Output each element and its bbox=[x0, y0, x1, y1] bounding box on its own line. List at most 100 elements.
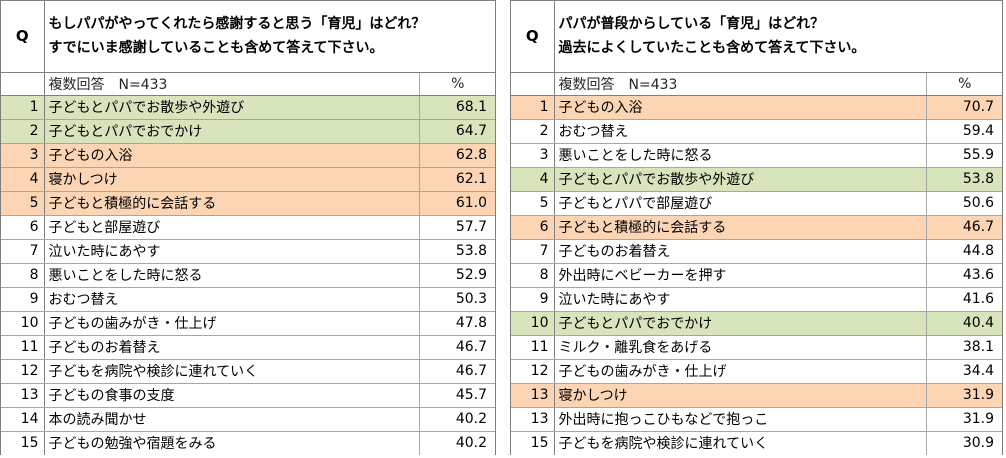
value-cell: 38.1 bbox=[926, 335, 1002, 360]
item-cell: 子どもと積極的に会話する bbox=[44, 191, 420, 216]
table-row: 12 子どもの歯みがき・仕上げ 34.4 bbox=[511, 359, 1002, 384]
item-cell: 泣いた時にあやす bbox=[44, 239, 420, 264]
table-row: 4 寝かしつけ 62.1 bbox=[1, 167, 495, 192]
item-cell: 子どもとパパで部屋遊び bbox=[554, 191, 927, 216]
item-cell: 寝かしつけ bbox=[554, 383, 927, 408]
table-row: 8 悪いことをした時に怒る 52.9 bbox=[1, 263, 495, 288]
rank-cell: 15 bbox=[1, 431, 45, 455]
rank-cell: 5 bbox=[1, 191, 45, 216]
rank-cell: 9 bbox=[1, 287, 45, 312]
table-row: 7 子どものお着替え 44.8 bbox=[511, 239, 1002, 264]
item-cell: 寝かしつけ bbox=[44, 167, 420, 192]
subheader-label: 複数回答 N=433 bbox=[44, 72, 420, 96]
item-cell: ミルク・離乳食をあげる bbox=[554, 335, 927, 360]
item-cell: 本の読み聞かせ bbox=[44, 407, 420, 432]
rank-cell: 6 bbox=[1, 215, 45, 240]
item-cell: 子どもと部屋遊び bbox=[44, 215, 420, 240]
rank-cell: 13 bbox=[511, 383, 555, 408]
table-row: 7 泣いた時にあやす 53.8 bbox=[1, 239, 495, 264]
item-cell: 子どもの勉強や宿題をみる bbox=[48, 436, 217, 453]
table-row: 5 子どもとパパで部屋遊び 50.6 bbox=[511, 191, 1002, 216]
rank-cell: 8 bbox=[511, 263, 555, 288]
item-cell: おむつ替え bbox=[554, 119, 927, 144]
value-cell: 50.6 bbox=[926, 191, 1002, 216]
value-cell: 45.7 bbox=[419, 383, 495, 408]
rank-cell: 4 bbox=[1, 167, 45, 192]
item-cell: 悪いことをした時に怒る bbox=[554, 143, 927, 168]
subheader-spacer bbox=[1, 72, 45, 96]
item-cell: 子どもとパパでおでかけ bbox=[44, 119, 420, 144]
q-label: Q bbox=[1, 1, 45, 73]
value-cell: 40.4 bbox=[926, 311, 1002, 336]
rank-cell: 11 bbox=[1, 335, 45, 360]
value-cell: 68.1 bbox=[419, 95, 495, 120]
rank-cell: 15 bbox=[511, 431, 555, 455]
item-cell: 外出時に抱っこひもなどで抱っこ bbox=[554, 407, 927, 432]
value-cell: 31.9 bbox=[926, 407, 1002, 432]
question-title-line1: もしパパがやってくれたら感謝すると思う「育児」はどれ？ bbox=[48, 16, 426, 33]
value-cell: 30.9 bbox=[926, 431, 1002, 455]
table-row: 12 子どもを病院や検診に連れていく 46.7 bbox=[1, 359, 495, 384]
question-header: Q パパが普段からしている「育児」はどれ？ 過去によくしていたことも含めて答えて… bbox=[511, 1, 1002, 73]
table-row: 13 外出時に抱っこひもなどで抱っこ 31.9 bbox=[511, 407, 1002, 432]
item-cell: 子どもの入浴 bbox=[44, 143, 420, 168]
item-cell: 悪いことをした時に怒る bbox=[44, 263, 420, 288]
item-cell: おむつ替え bbox=[44, 287, 420, 312]
rank-cell: 12 bbox=[1, 359, 45, 384]
table-row: 6 子どもと部屋遊び 57.7 bbox=[1, 215, 495, 240]
table-row: 3 悪いことをした時に怒る 55.9 bbox=[511, 143, 1002, 168]
table-row: 8 外出時にベビーカーを押す 43.6 bbox=[511, 263, 1002, 288]
table-row: 10 子どもとパパでおでかけ 40.4 bbox=[511, 311, 1002, 336]
item-cell: 子どもと積極的に会話する bbox=[554, 215, 927, 240]
item-cell: 子どもの入浴 bbox=[554, 95, 927, 120]
value-cell: 47.8 bbox=[419, 311, 495, 336]
subheader-row: 複数回答 N=433 % bbox=[1, 72, 495, 96]
left-rows: 1 子どもとパパでお散歩や外遊び 68.1 2 子どもとパパでおでかけ 64.7 3 子どもの… bbox=[1, 95, 495, 455]
value-cell: 34.4 bbox=[926, 359, 1002, 384]
table-row: 13 寝かしつけ 31.9 bbox=[511, 383, 1002, 408]
value-cell: 40.2 bbox=[419, 407, 495, 432]
rank-cell: 2 bbox=[1, 119, 45, 144]
item-cell: 子どもを病院や検診に連れていく bbox=[558, 436, 769, 453]
rank-cell: 7 bbox=[511, 239, 555, 264]
table-row: 11 ミルク・離乳食をあげる 38.1 bbox=[511, 335, 1002, 360]
value-cell: 40.2 bbox=[419, 431, 495, 455]
value-cell: 55.9 bbox=[926, 143, 1002, 168]
value-cell: 52.9 bbox=[419, 263, 495, 288]
item-cell: 子どものお着替え bbox=[554, 239, 927, 264]
question-title-line2: すでにいま感謝していることも含めて答えて下さい。 bbox=[48, 40, 384, 57]
rank-cell: 1 bbox=[511, 95, 555, 120]
item-cell: 子どもの歯みがき・仕上げ bbox=[44, 311, 420, 336]
value-cell: 57.7 bbox=[419, 215, 495, 240]
value-cell: 70.7 bbox=[926, 95, 1002, 120]
table-row: 2 子どもとパパでおでかけ 64.7 bbox=[1, 119, 495, 144]
right-survey-table: Q パパが普段からしている「育児」はどれ？ 過去によくしていたことも含めて答えて… bbox=[510, 0, 1003, 455]
subheader-spacer bbox=[511, 72, 555, 96]
item-cell: 泣いた時にあやす bbox=[554, 287, 927, 312]
value-cell: 53.8 bbox=[419, 239, 495, 264]
item-cell: 子どもとパパでお散歩や外遊び bbox=[44, 95, 420, 120]
question-title-line2: 過去によくしていたことも含めて答えて下さい。 bbox=[558, 40, 866, 57]
subheader-label: 複数回答 N=433 bbox=[554, 72, 927, 96]
question-title: もしパパがやってくれたら感謝すると思う「育児」はどれ？ すでにいま感謝しているこ… bbox=[44, 1, 495, 73]
item-cell: 子どもの歯みがき・仕上げ bbox=[554, 359, 927, 384]
rank-cell: 8 bbox=[1, 263, 45, 288]
value-cell: 46.7 bbox=[926, 215, 1002, 240]
value-cell: 61.0 bbox=[419, 191, 495, 216]
rank-cell: 3 bbox=[1, 143, 45, 168]
question-title-line1: パパが普段からしている「育児」はどれ？ bbox=[558, 16, 825, 33]
left-survey-table: Q もしパパがやってくれたら感謝すると思う「育児」はどれ？ すでにいま感謝してい… bbox=[0, 0, 496, 455]
value-cell: 62.1 bbox=[419, 167, 495, 192]
value-cell: 46.7 bbox=[419, 335, 495, 360]
rank-cell: 2 bbox=[511, 119, 555, 144]
rank-cell: 10 bbox=[511, 311, 555, 336]
question-header: Q もしパパがやってくれたら感謝すると思う「育児」はどれ？ すでにいま感謝してい… bbox=[1, 1, 495, 73]
rank-cell: 1 bbox=[1, 95, 45, 120]
value-cell: 59.4 bbox=[926, 119, 1002, 144]
table-row: 4 子どもとパパでお散歩や外遊び 53.8 bbox=[511, 167, 1002, 192]
item-cell: 子どもの食事の支度 bbox=[44, 383, 420, 408]
table-row: 14 本の読み聞かせ 40.2 bbox=[1, 407, 495, 432]
table-row: 3 子どもの入浴 62.8 bbox=[1, 143, 495, 168]
item-cell: 子どもとパパでお散歩や外遊び bbox=[554, 167, 927, 192]
rank-cell: 13 bbox=[1, 383, 45, 408]
